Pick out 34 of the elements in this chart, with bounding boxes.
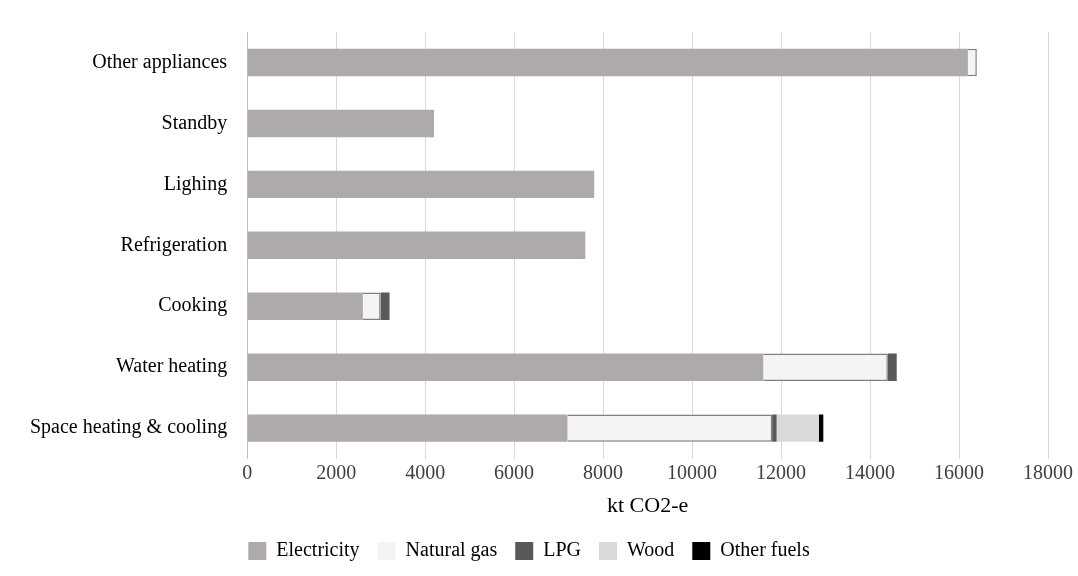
x-tick-label: 10000	[667, 460, 718, 483]
legend-label: Wood	[627, 538, 675, 561]
y-tick-label: Space heating & cooling	[30, 415, 228, 439]
x-tick-label: 6000	[494, 460, 535, 483]
y-tick-label: Cooking	[158, 293, 228, 317]
bar	[887, 353, 897, 381]
y-tick-label: Standby	[161, 110, 228, 134]
y-tick-label: Other appliances	[92, 49, 228, 73]
legend-label: Other fuels	[720, 538, 810, 561]
bar	[247, 353, 764, 381]
legend-label: Natural gas	[405, 538, 498, 562]
bar	[247, 292, 363, 320]
bar	[247, 48, 968, 77]
x-tick-label: 4000	[405, 460, 446, 483]
y-tick-label: Water heating	[116, 354, 228, 378]
x-tick-label: 0	[242, 460, 253, 483]
x-axis-title: kt CO2-e	[606, 491, 689, 517]
legend-label: Electricity	[276, 538, 360, 562]
x-tick-label: 12000	[756, 460, 807, 483]
x-tick-label: 8000	[583, 460, 624, 483]
bar	[818, 414, 824, 442]
x-tick-label: 2000	[316, 460, 357, 483]
bar	[247, 109, 435, 138]
y-tick-label: Refrigeration	[120, 232, 228, 256]
y-tick-label: Lighing	[163, 171, 228, 195]
bar	[247, 170, 595, 199]
bar	[380, 292, 390, 320]
legend-label: LPG	[543, 538, 582, 561]
bar	[772, 414, 777, 442]
x-tick-label: 16000	[934, 460, 985, 483]
x-tick-label: 14000	[845, 460, 896, 483]
bar	[247, 414, 568, 442]
x-tick-label: 18000	[1023, 460, 1073, 483]
bar	[247, 231, 586, 260]
